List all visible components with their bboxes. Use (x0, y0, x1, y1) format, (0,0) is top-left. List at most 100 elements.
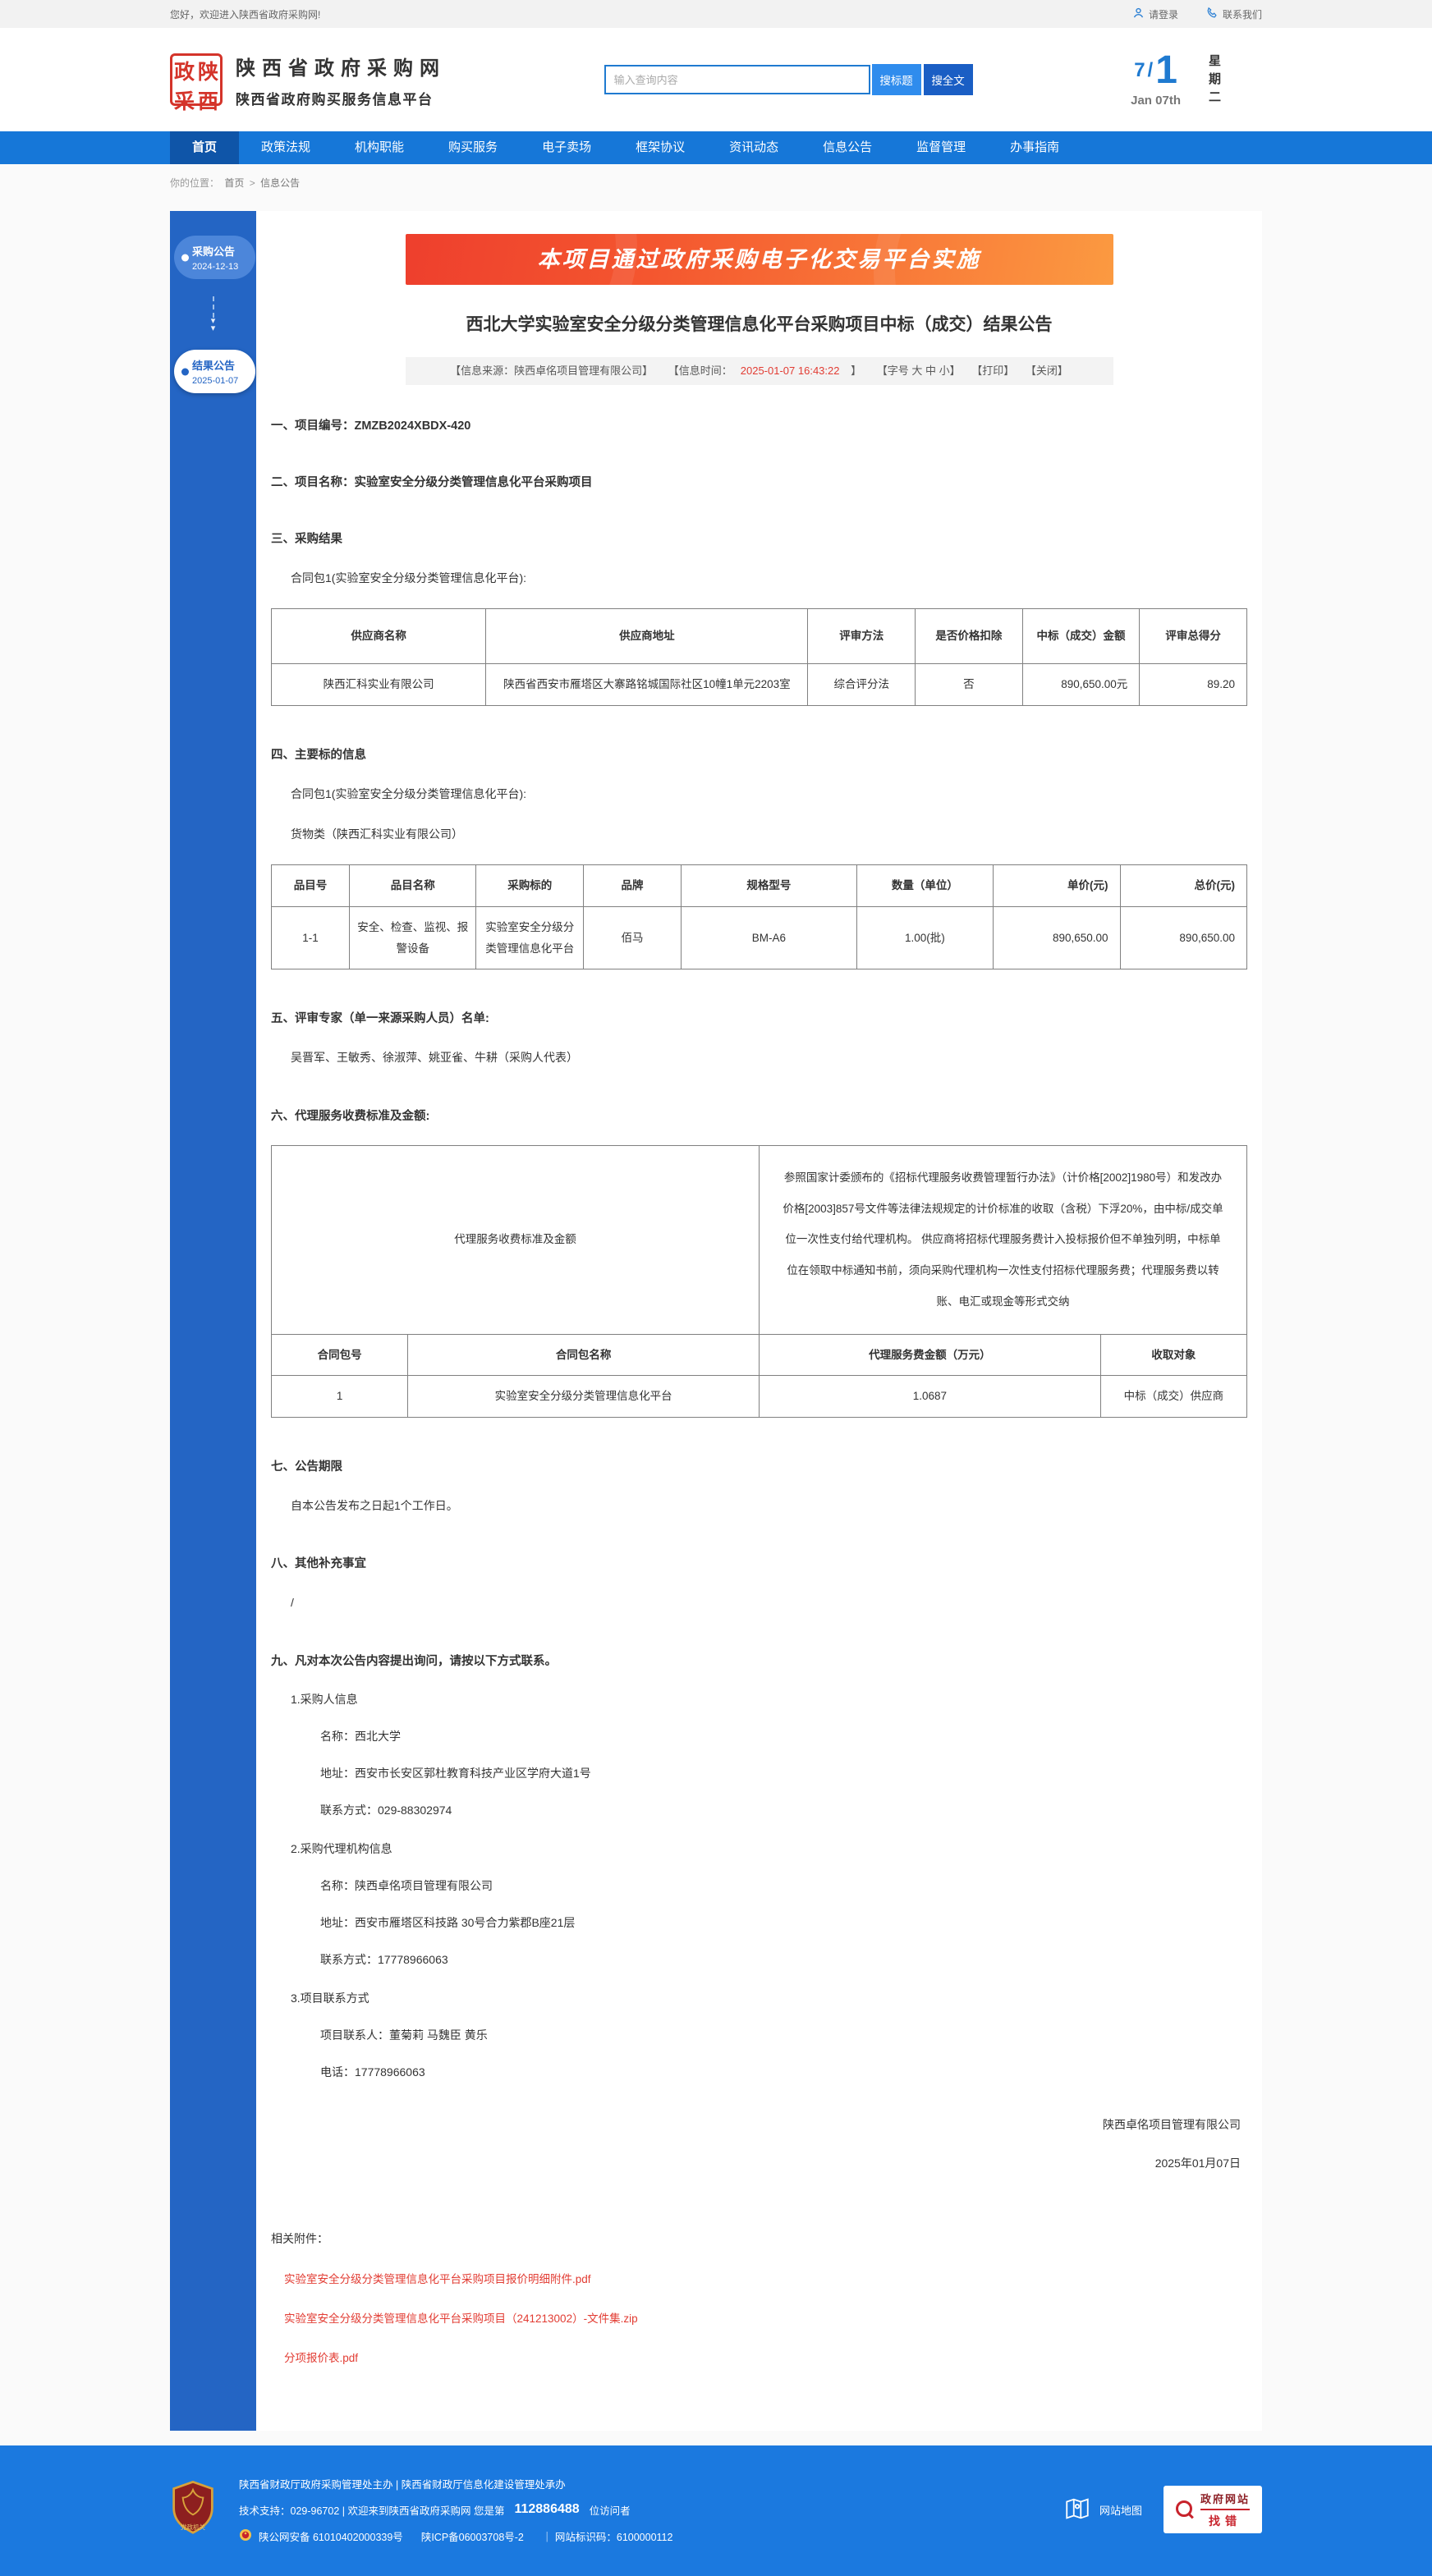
agency-phone: 联系方式：17778966063 (320, 1952, 448, 1966)
category-line: 货物类（陕西汇科实业有限公司） (291, 827, 463, 841)
purchaser-name: 名称：西北大学 (320, 1729, 401, 1743)
table-header-row: 品目号 品目名称 采购标的 品牌 规格型号 数量（单位） 单价(元) 总价(元) (270, 864, 1248, 908)
phone-icon (1206, 7, 1219, 21)
signature-date: 2025年01月07日 (1154, 2156, 1241, 2170)
project-contact-title: 3.项目联系方式 (291, 1991, 369, 2005)
signature-company: 陕西卓佲项目管理有限公司 (1103, 2117, 1241, 2131)
section-2-project-name: 二、项目名称：实验室安全分级分类管理信息化平台采购项目 (271, 476, 593, 489)
agency-fee-table: 代理服务收费标准及金额 参照国家计委颁布的《招标代理服务收费管理暂行办法》（计价… (270, 1144, 1248, 1419)
main-nav: 首页 政策法规 机构职能 购买服务 电子卖场 框架协议 资讯动态 信息公告 监督… (0, 131, 1432, 164)
attachment-link-pdf-itemized-quote[interactable]: 分项报价表.pdf (284, 2351, 359, 2364)
gongan-beian-link[interactable]: 陕公网安备 61010402000339号 (259, 2531, 403, 2543)
nav-item-news[interactable]: 资讯动态 (729, 140, 779, 154)
site-title: 陕西省政府采购网 (236, 57, 446, 80)
timeline-item-result-notice[interactable]: 结果公告 2025-01-07 (174, 350, 255, 393)
search-bar: 搜标题 搜全文 (604, 64, 973, 95)
project-contact-names: 项目联系人：董菊莉 马魏臣 黄乐 (320, 2028, 488, 2042)
section-5-heading: 五、评审专家（单一来源采购人员）名单: (271, 1012, 489, 1026)
agency-info-title: 2.采购代理机构信息 (291, 1841, 392, 1855)
agency-name: 名称：陕西卓佲项目管理有限公司 (320, 1878, 493, 1892)
announcement-period: 自本公告发布之日起1个工作日。 (291, 1499, 458, 1513)
nav-item-e-market[interactable]: 电子卖场 (542, 140, 592, 154)
attachment-link-pdf-quote-detail[interactable]: 实验室安全分级分类管理信息化平台采购项目报价明细附件.pdf (284, 2272, 591, 2285)
map-icon (1063, 2495, 1091, 2525)
contact-us-link[interactable]: 联系我们 (1206, 7, 1262, 21)
welcome-text: 您好，欢迎进入陕西省政府采购网! (170, 8, 321, 21)
topbar: 您好，欢迎进入陕西省政府采购网! 请登录 联系我们 (0, 0, 1432, 28)
timeline-sidebar: 采购公告 2024-12-13 ▾ ▾ 结果公告 2025-01-07 (170, 211, 256, 2431)
section-7-heading: 七、公告期限 (271, 1460, 342, 1474)
table-row: 1 实验室安全分级分类管理信息化平台 1.0687 中标（成交）供应商 (270, 1375, 1248, 1419)
attachments-section: 相关附件： 实验室安全分级分类管理信息化平台采购项目报价明细附件.pdf 实验室… (271, 2230, 1247, 2365)
login-link[interactable]: 请登录 (1132, 7, 1178, 21)
result-table: 供应商名称 供应商地址 评审方法 是否价格扣除 中标（成交）金额 评审总得分 陕… (270, 608, 1247, 706)
package-line: 合同包1(实验室安全分级分类管理信息化平台): (291, 786, 526, 800)
attachments-label: 相关附件： (271, 2231, 328, 2245)
site-code: ｜ 网站标识码：6100000112 (541, 2531, 673, 2543)
agency-address: 地址：西安市雁塔区科技路 30号合力紫郡B座21层 (320, 1915, 576, 1929)
supplementary-note: / (291, 1596, 294, 1610)
search-input[interactable] (604, 65, 870, 94)
site-subtitle: 陕西省政府购买服务信息平台 (236, 91, 434, 108)
nav-item-functions[interactable]: 机构职能 (355, 140, 405, 154)
font-size-control[interactable]: 【字号 大 中 小】 (876, 364, 961, 377)
site-logo[interactable]: 政 陕 采 西 陕西省政府采购网 陕西省政府购买服务信息平台 (170, 52, 446, 113)
meta-source: 【信息来源：陕西卓佲项目管理有限公司】 (450, 364, 654, 377)
svg-text:党政机关: 党政机关 (181, 2523, 206, 2531)
bullet-icon (181, 368, 189, 375)
items-table: 品目号 品目名称 采购标的 品牌 规格型号 数量（单位） 单价(元) 总价(元)… (270, 864, 1248, 970)
table-row: 代理服务收费标准及金额 参照国家计委颁布的《招标代理服务收费管理暂行办法》（计价… (271, 1144, 1248, 1335)
purchaser-address: 地址：西安市长安区郭杜教育科技产业区学府大道1号 (320, 1766, 591, 1780)
search-fulltext-button[interactable]: 搜全文 (923, 64, 973, 95)
attachment-link-zip-fileset[interactable]: 实验室安全分级分类管理信息化平台采购项目（241213002）-文件集.zip (284, 2312, 638, 2325)
bullet-icon (181, 254, 189, 261)
table-header-row: 供应商名称 供应商地址 评审方法 是否价格扣除 中标（成交）金额 评审总得分 (270, 608, 1247, 665)
purchaser-info-title: 1.采购人信息 (291, 1692, 358, 1706)
article-meta-bar: 【信息来源：陕西卓佲项目管理有限公司】 【信息时间： 2025-01-07 16:… (405, 357, 1113, 385)
breadcrumb-home-link[interactable]: 首页 (224, 177, 245, 189)
sitemap-link[interactable]: 网站地图 (1063, 2495, 1142, 2525)
section-6-heading: 六、代理服务收费标准及金额: (271, 1109, 430, 1123)
header: 政 陕 采 西 陕西省政府采购网 陕西省政府购买服务信息平台 搜标题 搜全文 7… (0, 28, 1432, 131)
icp-beian-link[interactable]: 陕ICP备06003708号-2 (420, 2531, 524, 2543)
project-contact-phone: 电话：17778966063 (320, 2065, 425, 2079)
article-content: 本项目通过政府采购电子化交易平台实施 西北大学实验室安全分级分类管理信息化平台采… (256, 211, 1262, 2431)
section-8-heading: 八、其他补充事宜 (271, 1557, 366, 1571)
timeline-item-procurement-notice[interactable]: 采购公告 2024-12-13 (174, 236, 255, 279)
purchaser-phone: 联系方式：029-88302974 (320, 1803, 452, 1817)
shield-logo-icon: 党政机关 (170, 2480, 216, 2539)
user-icon (1132, 7, 1145, 21)
main-area: 采购公告 2024-12-13 ▾ ▾ 结果公告 2025-01-07 本项目通… (170, 211, 1262, 2431)
table-header-row: 合同包号 合同包名称 代理服务费金额（万元） 收取对象 (270, 1333, 1248, 1377)
section-3-heading: 三、采购结果 (271, 533, 342, 546)
fee-label-cell: 代理服务收费标准及金额 (271, 1144, 760, 1335)
date-english: Jan 07th (1131, 94, 1181, 108)
error-finder-badge[interactable]: 政府网站 找错 (1164, 2486, 1262, 2534)
table-row: 陕西汇科实业有限公司 陕西省西安市雁塔区大寨路铭城国际社区10幢1单元2203室… (270, 663, 1247, 706)
magnifier-icon (1175, 2500, 1194, 2519)
package-line: 合同包1(实验室安全分级分类管理信息化平台): (291, 571, 526, 584)
section-1-project-number: 一、项目编号：ZMZB2024XBDX-420 (271, 419, 471, 433)
signature-block: 陕西卓佲项目管理有限公司 2025年01月07日 (271, 2116, 1247, 2171)
nav-item-policies[interactable]: 政策法规 (261, 140, 311, 154)
footer-support-line: 技术支持：029-96702 | 欢迎来到陕西省政府采购网 您是第 112886… (239, 2502, 631, 2517)
nav-item-announcements[interactable]: 信息公告 (823, 140, 873, 154)
platform-banner: 本项目通过政府采购电子化交易平台实施 (405, 234, 1113, 285)
meta-time: 【信息时间： 2025-01-07 16:43:22 】 (668, 364, 862, 377)
close-button[interactable]: 【关闭】 (1025, 364, 1068, 377)
nav-item-purchase-services[interactable]: 购买服务 (448, 140, 498, 154)
print-button[interactable]: 【打印】 (971, 364, 1015, 377)
weekday-label: 星期二 (1206, 54, 1221, 108)
section-4-heading: 四、主要标的信息 (271, 748, 366, 762)
nav-item-home[interactable]: 首页 (170, 131, 240, 164)
table-row: 1-1 安全、检查、监视、报警设备 实验室安全分级分类管理信息化平台 佰马 BM… (270, 906, 1248, 970)
nav-item-supervision[interactable]: 监督管理 (916, 140, 966, 154)
page-title: 西北大学实验室安全分级分类管理信息化平台采购项目中标（成交）结果公告 (466, 315, 1053, 334)
visitor-count: 112886488 (514, 2502, 580, 2517)
nav-item-guide[interactable]: 办事指南 (1010, 140, 1060, 154)
search-title-button[interactable]: 搜标题 (871, 64, 921, 95)
gongan-badge-icon (239, 2528, 252, 2544)
experts-list: 吴晋军、王敏秀、徐淑萍、姚亚雀、牛耕（采购人代表） (291, 1051, 578, 1065)
breadcrumb-current[interactable]: 信息公告 (260, 177, 301, 189)
nav-item-framework[interactable]: 框架协议 (636, 140, 686, 154)
